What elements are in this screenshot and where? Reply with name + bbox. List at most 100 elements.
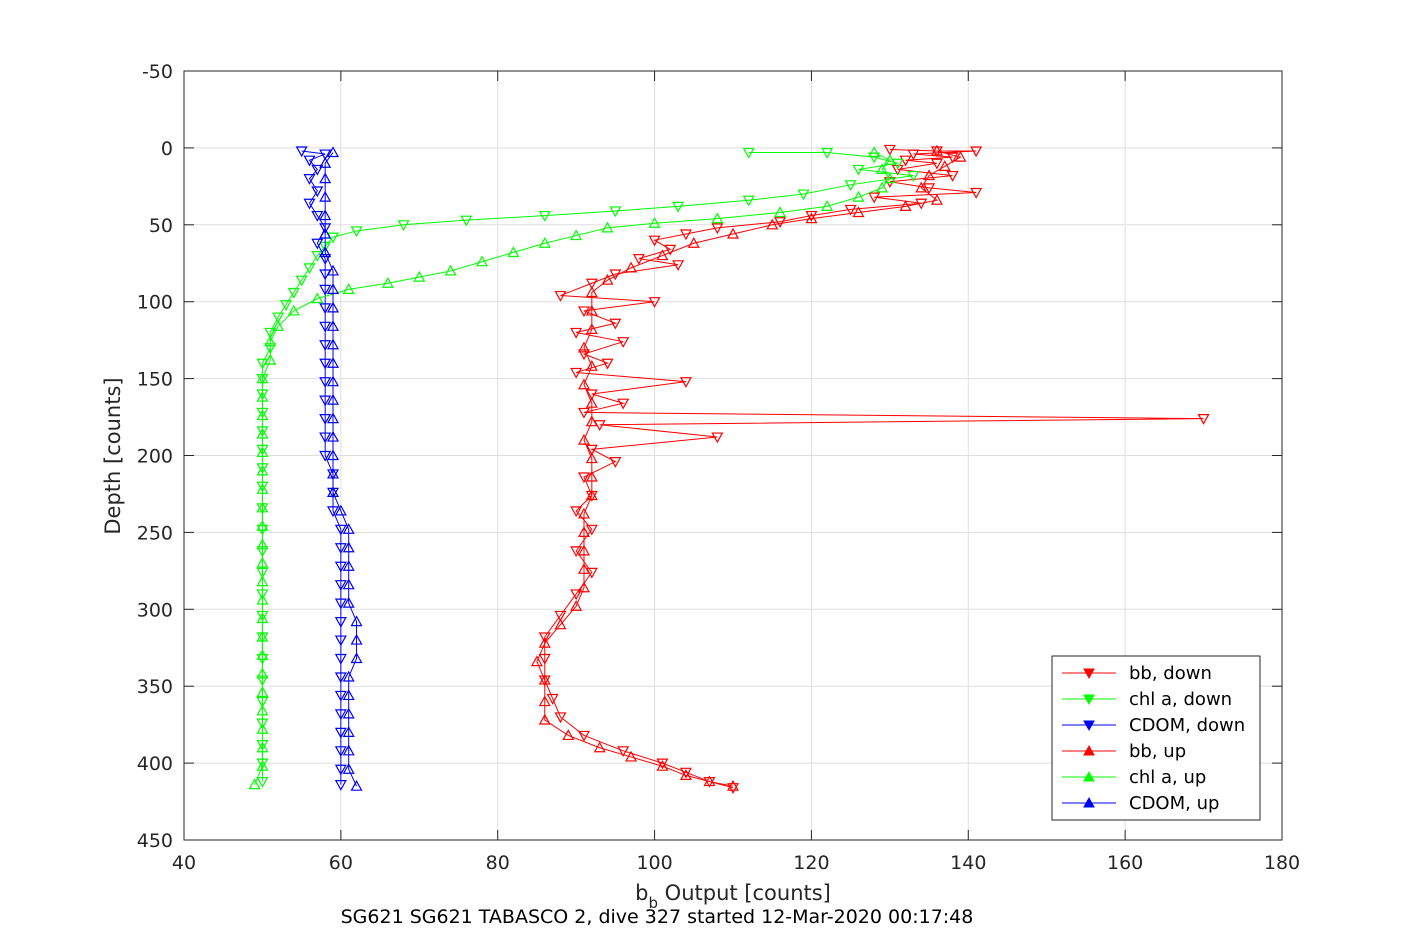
data-point <box>570 506 583 518</box>
data-point <box>303 174 316 185</box>
data-point <box>617 337 630 348</box>
data-point <box>883 144 896 156</box>
data-point <box>726 779 740 791</box>
data-point <box>326 283 340 294</box>
legend-marker <box>1083 720 1095 732</box>
data-point <box>899 200 912 211</box>
data-point <box>326 506 340 518</box>
legend-marker <box>1083 744 1095 756</box>
data-point <box>970 187 983 199</box>
data-point <box>679 229 692 241</box>
data-point <box>334 672 347 684</box>
data-point <box>295 146 308 158</box>
data-point <box>907 149 920 161</box>
data-point <box>413 270 426 282</box>
data-point <box>538 695 551 707</box>
data-point <box>601 273 614 285</box>
data-point <box>875 181 889 193</box>
data-point <box>883 153 896 165</box>
data-point <box>577 407 591 419</box>
data-point <box>585 304 598 316</box>
x-tick-label: 80 <box>486 852 510 874</box>
data-point <box>256 759 269 771</box>
data-point <box>609 206 622 218</box>
legend-label: bb, up <box>1129 741 1186 762</box>
data-point <box>303 198 316 210</box>
data-point <box>585 396 598 408</box>
data-point <box>766 218 779 230</box>
data-point <box>577 507 591 519</box>
data-point <box>672 201 685 213</box>
data-point <box>538 636 551 648</box>
data-point <box>326 393 340 405</box>
data-point <box>868 146 881 158</box>
data-point <box>648 235 661 247</box>
data-point <box>672 260 685 272</box>
data-point <box>256 464 269 476</box>
data-point <box>326 264 340 276</box>
data-point <box>334 617 347 628</box>
data-point <box>577 378 591 390</box>
data-point <box>742 147 755 159</box>
data-point <box>970 146 983 158</box>
data-point <box>930 158 943 170</box>
data-point <box>585 452 598 464</box>
data-point <box>248 778 261 790</box>
data-point <box>319 450 332 462</box>
data-point <box>907 170 920 182</box>
data-point <box>946 170 959 182</box>
data-point <box>726 227 740 239</box>
data-point <box>570 546 583 558</box>
data-point <box>711 432 724 444</box>
data-point <box>342 689 355 701</box>
data-point <box>319 303 332 315</box>
data-point <box>334 635 347 647</box>
data-point <box>687 237 700 248</box>
data-point <box>538 210 551 222</box>
data-point <box>264 335 277 347</box>
data-point <box>326 430 340 442</box>
data-point <box>319 284 332 296</box>
data-point <box>342 763 355 774</box>
data-point <box>381 277 394 288</box>
data-point <box>287 287 300 299</box>
data-point <box>601 221 614 233</box>
data-point <box>256 649 269 661</box>
data-point <box>319 172 332 184</box>
data-point <box>703 775 716 787</box>
data-point <box>334 524 347 536</box>
y-tick-label: 450 <box>137 830 173 852</box>
data-point <box>326 301 340 313</box>
x-tick-label: 120 <box>793 852 829 874</box>
data-point <box>930 144 943 156</box>
data-point <box>554 610 567 622</box>
data-point <box>656 249 669 261</box>
data-point <box>319 246 332 258</box>
data-point <box>256 630 269 642</box>
data-point <box>577 544 591 556</box>
data-point <box>311 292 324 304</box>
data-point <box>311 164 324 176</box>
data-point <box>930 193 943 205</box>
data-point <box>256 776 269 788</box>
data-point <box>577 341 591 353</box>
data-point <box>601 358 614 370</box>
data-point <box>319 377 332 388</box>
data-point <box>476 255 489 267</box>
data-point <box>334 543 347 555</box>
data-point <box>342 707 355 719</box>
data-point <box>797 189 810 201</box>
data-point <box>821 200 834 211</box>
data-point <box>256 704 269 716</box>
data-point <box>570 327 583 339</box>
data-point <box>632 254 645 265</box>
data-point <box>538 237 551 248</box>
y-axis-label: Depth [counts] <box>101 377 125 534</box>
data-point <box>334 580 347 591</box>
data-point <box>538 632 551 644</box>
data-point <box>899 155 912 167</box>
legend-marker <box>1083 796 1095 808</box>
data-point <box>342 523 355 534</box>
x-axis-label-main: b <box>635 881 648 905</box>
